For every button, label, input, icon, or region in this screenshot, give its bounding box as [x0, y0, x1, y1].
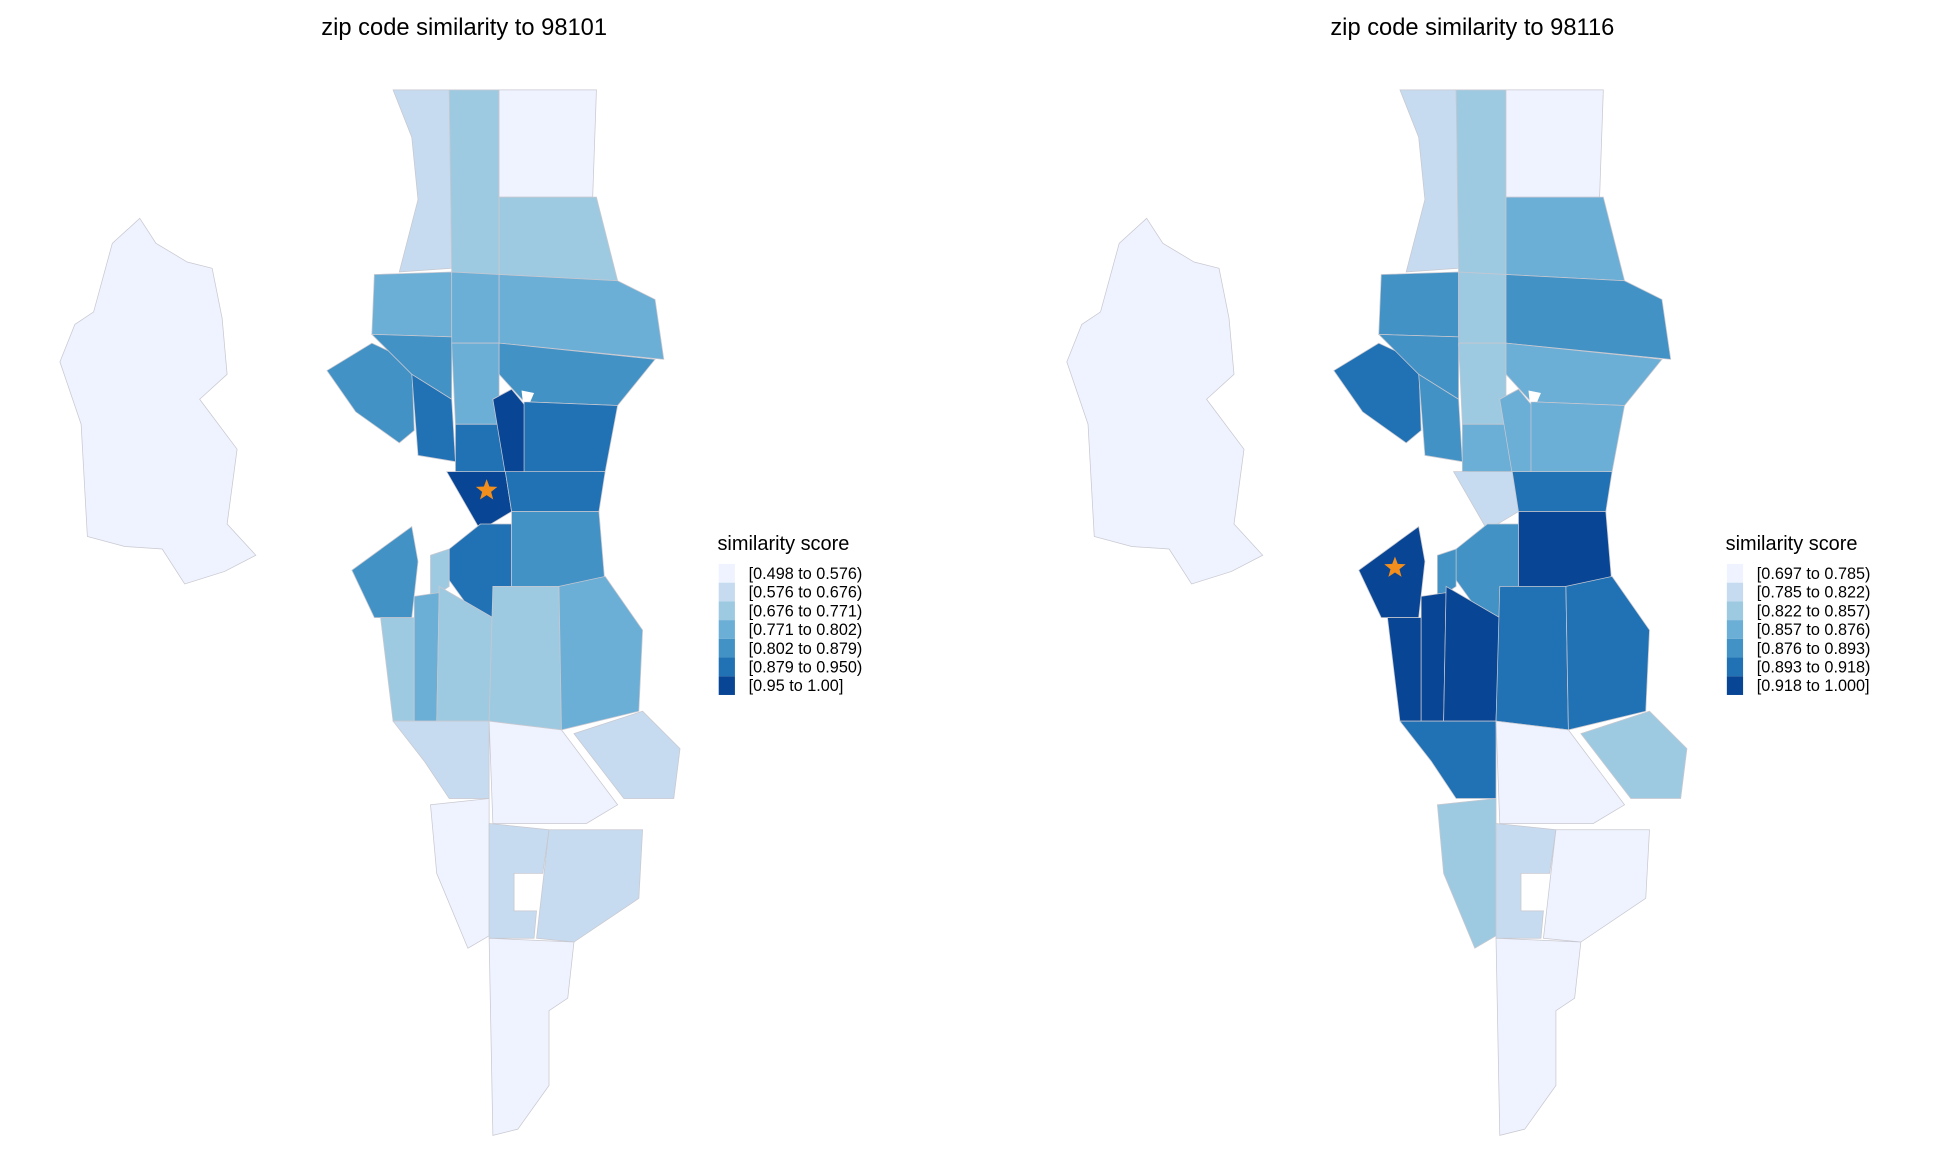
zip-region	[488, 937, 575, 1136]
zip-region	[523, 401, 619, 475]
zip-region	[413, 592, 440, 722]
legend-swatch	[718, 582, 735, 602]
zip-region	[498, 196, 619, 282]
zip-region	[1458, 271, 1507, 344]
legend-label: [0.95 to 1.00]	[749, 677, 844, 695]
legend-label: [0.576 to 0.676)	[749, 584, 863, 602]
legend-label: [0.771 to 0.802)	[749, 621, 863, 639]
zip-region	[1495, 823, 1557, 939]
zip-region	[448, 89, 500, 275]
target-zip-star-icon	[1384, 556, 1406, 577]
legend-swatch	[1726, 563, 1744, 583]
legend-swatch	[718, 676, 735, 695]
legend-swatch	[718, 638, 735, 658]
lake-hole	[521, 390, 535, 402]
island-region	[59, 217, 257, 585]
legend-swatch	[718, 563, 735, 583]
zip-region	[1436, 798, 1497, 949]
target-zip-star-icon	[475, 479, 498, 500]
zip-region	[1565, 576, 1650, 731]
legend-label: [0.498 to 0.576)	[749, 565, 863, 583]
legend-label: [0.893 to 0.918)	[1757, 659, 1871, 677]
legend-label: [0.785 to 0.822)	[1757, 584, 1871, 602]
zip-region	[573, 710, 681, 799]
legend-swatch	[1726, 638, 1744, 658]
zip-region	[504, 471, 606, 512]
zip-region	[1378, 271, 1459, 338]
zip-region	[511, 511, 606, 587]
legend-label: [0.876 to 0.893)	[1757, 640, 1871, 658]
zip-region	[488, 823, 550, 939]
zip-region	[1495, 586, 1569, 731]
zip-region	[430, 798, 490, 949]
map-title: zip code similarity to 98116	[1330, 15, 1614, 41]
zip-region	[536, 829, 643, 943]
zip-region	[1518, 511, 1613, 587]
zip-region	[1420, 592, 1447, 722]
zip-region	[1437, 548, 1457, 600]
legend: similarity score [0.498 to 0.576)[0.576 …	[717, 533, 862, 695]
map-title: zip code similarity to 98101	[321, 15, 607, 41]
legend-swatch	[1726, 582, 1744, 602]
zip-region	[1495, 937, 1582, 1136]
legend-label: [0.697 to 0.785)	[1757, 565, 1871, 583]
zip-region	[392, 720, 490, 799]
zip-region	[1387, 617, 1422, 722]
lake-hole	[1528, 390, 1541, 402]
zip-region	[1333, 342, 1422, 444]
zip-region	[1505, 196, 1626, 282]
zip-region	[1399, 720, 1497, 799]
legend-title: similarity score	[1726, 533, 1858, 555]
zip-region	[446, 471, 512, 531]
zip-region	[392, 89, 453, 273]
legend-swatch	[718, 657, 735, 677]
zip-region	[558, 576, 643, 731]
legend-swatch	[1726, 601, 1744, 621]
zip-region	[371, 271, 453, 338]
zip-region	[380, 617, 415, 722]
zip-region	[1543, 829, 1650, 943]
legend-label: [0.822 to 0.857)	[1757, 602, 1871, 620]
map-panel-98116: zip code similarity to 98116 similarity …	[1066, 15, 1871, 1136]
legend-label: [0.802 to 0.879)	[749, 640, 863, 658]
legend-label: [0.918 to 1.000]	[1757, 677, 1870, 695]
zip-region	[1580, 710, 1688, 799]
zip-region	[430, 548, 450, 600]
zip-region	[1495, 720, 1626, 824]
zip-region	[1455, 89, 1507, 275]
island-region	[1066, 217, 1264, 585]
legend-swatch	[718, 620, 735, 639]
legend-swatch	[1726, 657, 1744, 677]
legend-title: similarity score	[717, 533, 849, 555]
zip-region	[451, 271, 500, 344]
zip-region	[451, 342, 500, 425]
zip-region	[1458, 342, 1507, 425]
zip-region	[488, 720, 619, 824]
legend: similarity score [0.697 to 0.785)[0.785 …	[1726, 533, 1871, 695]
zip-region	[1505, 274, 1672, 360]
zip-region	[351, 525, 419, 618]
zip-region	[326, 342, 415, 444]
zip-region	[1452, 471, 1519, 531]
zip-region	[488, 586, 562, 731]
legend-label: [0.857 to 0.876)	[1757, 621, 1871, 639]
legend-label: [0.676 to 0.771)	[749, 602, 863, 620]
legend-swatch	[1726, 676, 1744, 695]
legend-swatch	[718, 601, 735, 621]
legend-label: [0.879 to 0.950)	[749, 659, 863, 677]
zip-region	[1399, 89, 1459, 273]
map-panel-98101: zip code similarity to 98101 similarity …	[59, 15, 862, 1136]
zip-region	[1505, 89, 1604, 198]
legend-swatch	[1726, 620, 1744, 639]
zip-region	[498, 89, 597, 198]
zip-region	[1530, 401, 1625, 475]
zip-region	[498, 274, 665, 360]
zip-region	[1511, 471, 1613, 512]
